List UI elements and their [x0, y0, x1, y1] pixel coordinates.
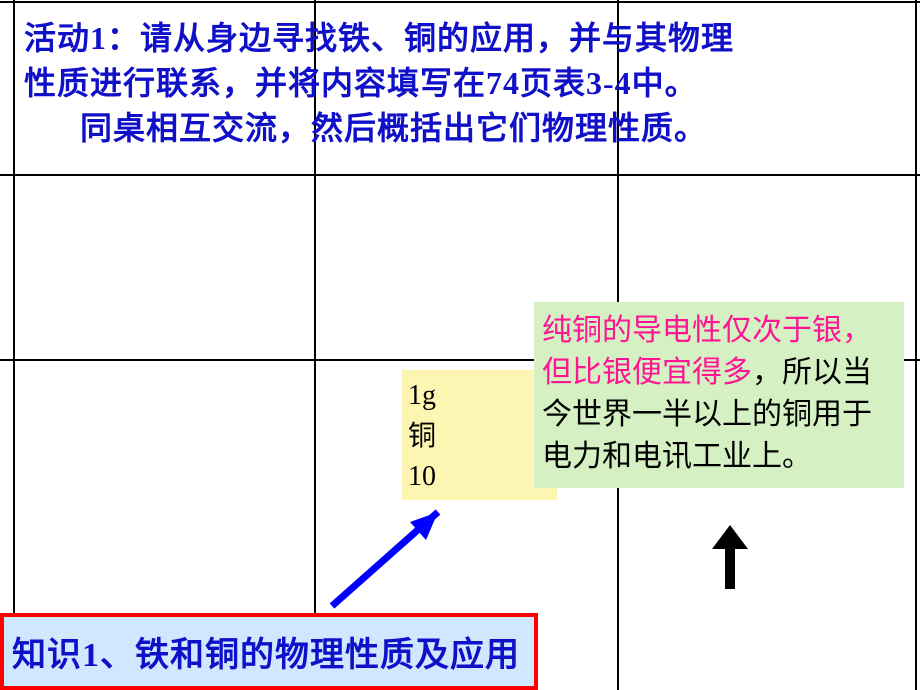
activity-heading: 活动1：请从身边寻找铁、铜的应用，并与其物理 性质进行联系，并将内容填写在74页… [24, 16, 896, 150]
yellow-l1: 1g [408, 380, 436, 411]
yellow-l3: 10 [408, 461, 436, 492]
heading-line2: 性质进行联系，并将内容填写在74页表3-4中。 [24, 65, 698, 101]
yellow-l2: 铜 [408, 421, 436, 452]
arrow-blue-icon [320, 498, 460, 618]
green-note: 纯铜的导电性仅次于银，但比银便宜得多，所以当今世界一半以上的铜用于电力和电讯工业… [534, 302, 904, 488]
footer-text: 知识1、铁和铜的物理性质及应用 [12, 637, 520, 674]
footer-banner: 知识1、铁和铜的物理性质及应用 [0, 613, 538, 690]
arrow-black-icon [700, 525, 760, 595]
heading-line1: 活动1：请从身边寻找铁、铜的应用，并与其物理 [24, 20, 734, 56]
heading-line3: 同桌相互交流，然后概括出它们物理性质。 [24, 106, 707, 151]
